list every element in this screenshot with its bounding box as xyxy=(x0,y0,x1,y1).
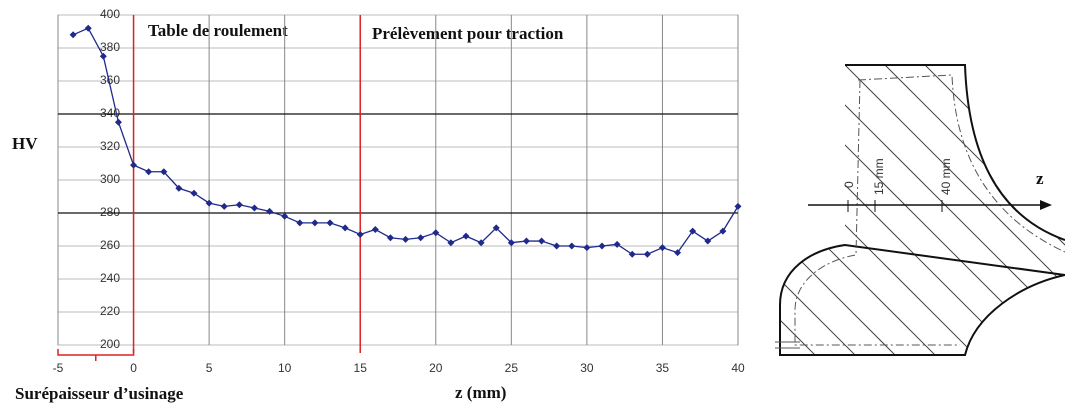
marker xyxy=(69,31,77,39)
marker xyxy=(281,212,289,220)
marker xyxy=(613,240,621,248)
marker xyxy=(598,242,606,250)
marker xyxy=(643,250,651,258)
y-tick-label: 400 xyxy=(100,7,120,21)
marker xyxy=(417,234,425,242)
marker xyxy=(583,244,591,252)
marker xyxy=(130,161,138,169)
y-axis-label: HV xyxy=(12,134,38,153)
diagram-label: 0 xyxy=(842,181,856,188)
marker xyxy=(553,242,561,250)
y-tick-label: 280 xyxy=(100,205,120,219)
marker xyxy=(266,207,274,215)
x-axis-label: z (mm) xyxy=(455,383,506,402)
marker xyxy=(220,202,228,210)
marker xyxy=(477,239,485,247)
x-tick-label: 30 xyxy=(580,361,594,375)
marker xyxy=(326,219,334,227)
annotation: Table de roulement xyxy=(148,21,288,40)
marker xyxy=(114,118,122,126)
marker xyxy=(250,204,258,212)
marker xyxy=(538,237,546,245)
diagram-label: 15 mm xyxy=(872,158,886,195)
marker xyxy=(689,227,697,235)
marker xyxy=(628,250,636,258)
x-tick-label: 15 xyxy=(354,361,368,375)
marker xyxy=(734,202,742,210)
y-tick-label: 240 xyxy=(100,271,120,285)
y-tick-label: 360 xyxy=(100,73,120,87)
marker xyxy=(84,24,92,32)
marker xyxy=(175,184,183,192)
x-tick-label: 35 xyxy=(656,361,670,375)
diagram: 0 15 mm 40 mm z xyxy=(775,64,1065,356)
marker xyxy=(356,230,364,238)
marker xyxy=(402,235,410,243)
y-tick-label: 220 xyxy=(100,304,120,318)
marker xyxy=(674,249,682,257)
marker xyxy=(568,242,576,250)
y-tick-label: 300 xyxy=(100,172,120,186)
marker xyxy=(341,224,349,232)
x-tick-label: 10 xyxy=(278,361,292,375)
y-tick-label: 200 xyxy=(100,337,120,351)
marker xyxy=(658,244,666,252)
x-tick-label: 0 xyxy=(130,361,137,375)
marker xyxy=(522,237,530,245)
x-tick-label: 20 xyxy=(429,361,443,375)
marker xyxy=(371,226,379,233)
bracket xyxy=(57,349,135,361)
marker xyxy=(296,219,304,227)
annotation: Surépaisseur d’usinage xyxy=(15,384,184,403)
y-tick-label: 320 xyxy=(100,139,120,153)
annotation: Prélèvement pour traction xyxy=(372,24,564,43)
marker xyxy=(311,219,319,227)
line xyxy=(72,27,739,255)
x-tick-label: 25 xyxy=(505,361,519,375)
marker xyxy=(235,201,243,209)
x-tick-label: 40 xyxy=(731,361,745,375)
marker xyxy=(205,199,213,207)
diagram-label: z xyxy=(1036,169,1044,188)
marker xyxy=(99,52,107,60)
marker xyxy=(704,237,712,245)
marker xyxy=(190,189,198,197)
marker xyxy=(386,234,394,242)
x-tick-label: 5 xyxy=(206,361,213,375)
marker xyxy=(507,239,515,247)
marker xyxy=(447,239,455,247)
x-tick-label: -5 xyxy=(53,361,64,375)
marker xyxy=(719,227,727,235)
marker xyxy=(492,224,500,232)
marker xyxy=(432,229,440,237)
diagram-label: 40 mm xyxy=(939,158,953,195)
y-tick-label: 260 xyxy=(100,238,120,252)
marker xyxy=(145,168,153,176)
marker xyxy=(160,168,168,176)
y-tick-label: 380 xyxy=(100,40,120,54)
marker xyxy=(462,232,470,240)
